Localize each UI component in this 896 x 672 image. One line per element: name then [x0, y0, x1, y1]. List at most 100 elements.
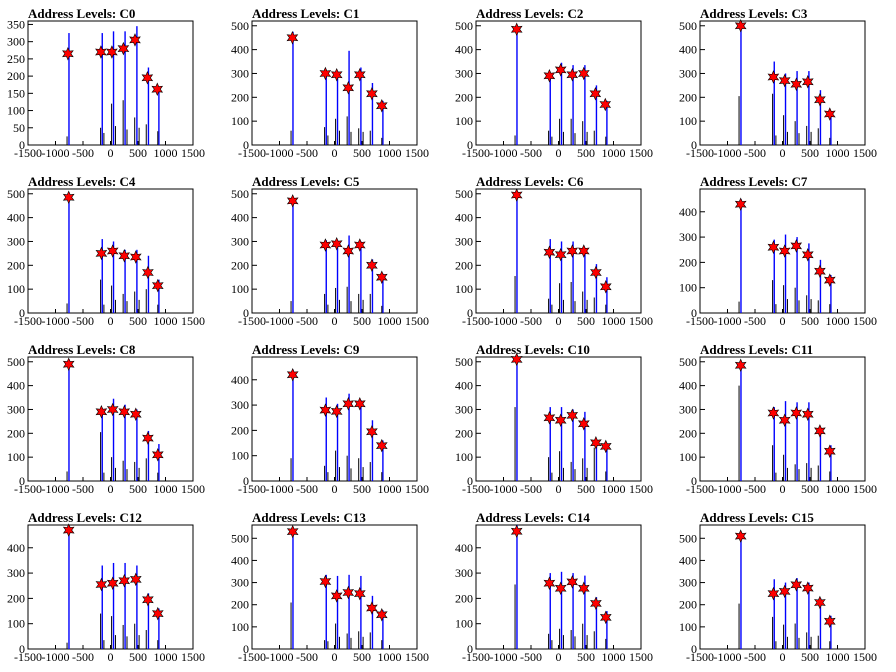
x-tick-label: -1000: [42, 314, 70, 328]
x-tick-label: 0: [556, 314, 562, 328]
x-tick-label: -1500: [14, 314, 42, 328]
x-tick-label: 1000: [378, 650, 402, 664]
peak-marker: [151, 448, 164, 462]
x-tick-label: -1000: [714, 146, 742, 160]
chart-plot: 0 100 200 300 400 500 -1500 -1000 -500 0 500 1000 15…: [231, 524, 429, 664]
y-tick-label: 500: [7, 187, 25, 201]
x-tick-label: 500: [577, 650, 595, 664]
y-tick-label: 100: [679, 620, 697, 634]
chart-plot: 0 50 100 150 200 250 300 350 -1500 -1000 -500 0 500 1…: [7, 17, 205, 160]
y-tick-label: 300: [231, 576, 249, 590]
peak-marker: [566, 244, 579, 258]
x-tick-label: 500: [353, 146, 371, 160]
y-tick-label: 200: [455, 591, 473, 605]
x-tick-label: -500: [520, 650, 542, 664]
peak-marker: [543, 245, 556, 259]
peak-marker: [330, 237, 343, 251]
x-tick-label: 1500: [181, 650, 205, 664]
peak-marker: [118, 249, 131, 263]
x-tick-label: -500: [520, 314, 542, 328]
x-tick-label: 1000: [602, 650, 626, 664]
y-tick-label: 200: [455, 258, 473, 272]
chart-plot: 0 100 200 300 400 -1500 -1000 -500 0 500 1000 1500: [455, 524, 653, 664]
y-tick-label: 300: [7, 402, 25, 416]
peak-marker: [734, 358, 747, 373]
x-tick-label: 1000: [154, 482, 178, 496]
y-tick-label: 300: [231, 398, 249, 412]
peak-marker: [106, 576, 119, 590]
y-tick-label: 100: [7, 450, 25, 464]
peak-marker: [330, 67, 343, 82]
peak-marker: [510, 22, 523, 37]
peak-marker: [353, 67, 366, 82]
y-tick-label: 0: [467, 642, 473, 656]
peak-marker: [129, 572, 142, 587]
y-tick-label: 100: [7, 282, 25, 296]
peak-marker: [814, 595, 826, 610]
x-tick-label: -500: [296, 314, 318, 328]
plot-frame: [699, 524, 866, 650]
y-tick-label: 0: [243, 138, 249, 152]
y-tick-label: 100: [679, 450, 697, 464]
plot-frame: [251, 20, 418, 146]
peak-marker: [554, 413, 567, 427]
y-tick-label: 400: [679, 205, 697, 219]
y-tick-label: 400: [231, 373, 249, 387]
peak-marker: [734, 197, 747, 211]
x-tick-label: 0: [332, 314, 338, 328]
peak-marker: [342, 397, 355, 411]
y-tick-label: 500: [455, 187, 473, 201]
x-tick-label: -1500: [462, 314, 490, 328]
chart-plot: 0 100 200 300 400 500 -1500 -1000 -500 0 500 1000 15…: [231, 19, 429, 160]
peak-marker: [106, 244, 119, 258]
peak-marker: [767, 406, 780, 420]
x-tick-label: 1000: [154, 314, 178, 328]
y-tick-label: 200: [7, 426, 25, 440]
peak-marker: [778, 244, 791, 258]
x-tick-label: 1500: [181, 314, 205, 328]
y-tick-label: 100: [231, 449, 249, 463]
y-tick-label: 400: [455, 379, 473, 393]
x-tick-label: -1500: [14, 650, 42, 664]
y-tick-label: 200: [455, 426, 473, 440]
y-tick-label: 100: [455, 282, 473, 296]
x-tick-label: 1000: [378, 314, 402, 328]
y-tick-label: 0: [467, 474, 473, 488]
x-tick-label: -1000: [266, 650, 294, 664]
peak-marker: [543, 576, 556, 590]
y-tick-label: 300: [679, 402, 697, 416]
x-tick-label: -1500: [238, 146, 266, 160]
x-tick-label: -1000: [42, 146, 70, 160]
y-tick-label: 100: [231, 114, 249, 128]
x-tick-label: 1500: [853, 314, 877, 328]
peak-marker: [366, 601, 378, 615]
chart-title: Address Levels: C7: [700, 174, 808, 189]
peak-marker: [319, 574, 332, 589]
x-tick-label: 500: [577, 482, 595, 496]
chart-panel: Address Levels: C13 0 100 200 300 400 500 -1500…: [224, 504, 448, 672]
y-tick-label: 0: [19, 474, 25, 488]
peak-marker: [106, 45, 118, 59]
chart-panel: Address Levels: C0 0 50 100 150 200 250 300 350 -…: [0, 0, 224, 168]
y-tick-label: 0: [19, 138, 25, 152]
x-tick-label: 500: [353, 314, 371, 328]
y-tick-label: 300: [679, 66, 697, 80]
x-tick-label: -1000: [42, 650, 70, 664]
peak-marker: [510, 188, 523, 202]
x-tick-label: 1500: [629, 146, 653, 160]
x-tick-label: 0: [332, 650, 338, 664]
peak-marker: [142, 592, 154, 607]
peak-marker: [141, 71, 154, 85]
x-tick-label: 1500: [853, 482, 877, 496]
x-tick-label: -1500: [14, 146, 42, 160]
x-tick-label: -1000: [714, 314, 742, 328]
chart-panel: Address Levels: C10 0 100 200 300 400 500 -1500…: [448, 336, 672, 504]
x-tick-label: -1000: [266, 482, 294, 496]
y-tick-label: 400: [455, 211, 473, 225]
chart-panel: Address Levels: C4 0 100 200 300 400 500 -1500-…: [0, 168, 224, 336]
peak-marker: [577, 417, 590, 431]
peak-marker: [375, 98, 388, 113]
y-tick-label: 0: [467, 306, 473, 320]
peak-marker: [118, 573, 131, 588]
chart-plot: 0 100 200 300 400 500 -1500 -1000 -500 0 500 1000 15…: [455, 352, 653, 496]
